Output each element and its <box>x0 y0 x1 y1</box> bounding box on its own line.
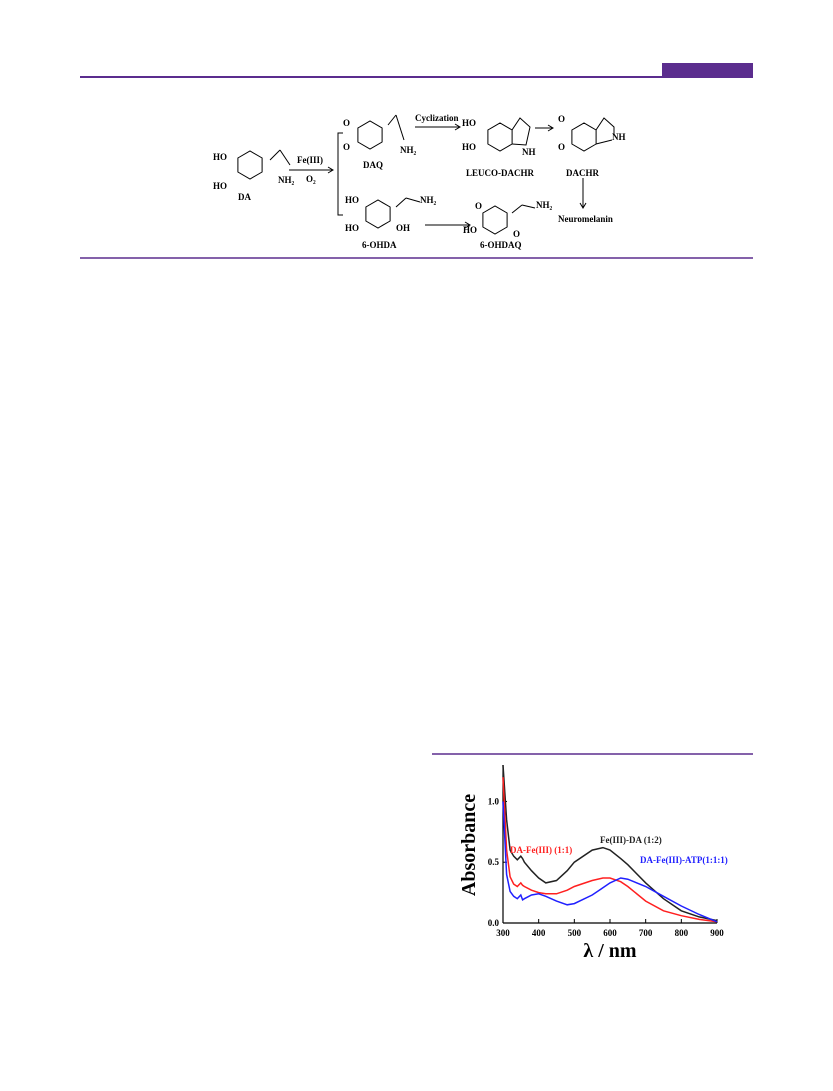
arrowhead <box>327 166 334 174</box>
ring <box>487 122 513 152</box>
bond <box>405 197 421 203</box>
arrowhead <box>454 123 461 131</box>
compound-label: LEUCO-DACHR <box>466 168 535 178</box>
y-axis-label: Absorbance <box>458 794 480 896</box>
reagent: Cyclization <box>415 113 459 123</box>
compound-label: DAQ <box>363 160 383 170</box>
atom: HO <box>213 181 227 191</box>
atom: NH₂ <box>420 195 437 205</box>
y-tick-label: 0.0 <box>488 918 500 928</box>
bond <box>395 114 405 141</box>
atom: O <box>513 229 520 239</box>
atom: O <box>558 142 565 152</box>
atom: OH <box>396 223 410 233</box>
atom: HO <box>462 118 476 128</box>
x-tick-label: 700 <box>639 928 653 938</box>
atom: O <box>475 201 482 211</box>
ring <box>357 120 383 150</box>
bond <box>387 114 397 126</box>
compound-label: 6-OHDA <box>362 240 397 250</box>
x-tick-label: 400 <box>532 928 546 938</box>
reagent: O₂ <box>306 174 316 184</box>
arrowhead <box>464 221 471 229</box>
series-label: Fe(III)-DA (1:2) <box>600 835 662 845</box>
atom: O <box>558 114 565 124</box>
series-line <box>502 801 718 923</box>
atom: O <box>343 142 350 152</box>
bond <box>521 204 536 209</box>
ring <box>482 205 508 235</box>
atom: O <box>343 118 350 128</box>
bond <box>395 197 407 208</box>
reagent: Fe(III) <box>297 155 323 165</box>
atom: HO <box>345 223 359 233</box>
compound-label: 6-OHDAQ <box>480 240 522 250</box>
ring <box>571 122 597 152</box>
bond <box>269 149 281 161</box>
atom: NH₂ <box>400 145 417 155</box>
series-label: DA-Fe(III) (1:1) <box>510 845 572 855</box>
y-tick-label: 0.5 <box>488 857 500 867</box>
chart: Absorbance λ / nm 0.0 0.5 1.0 300 400 500 600 7… <box>458 764 728 962</box>
ring <box>365 199 391 229</box>
atom: NH <box>522 147 536 157</box>
ring <box>511 117 531 146</box>
atom: HO <box>463 225 477 235</box>
atom: HO <box>213 152 227 162</box>
bond <box>511 204 523 214</box>
bond <box>279 149 291 166</box>
ring <box>595 117 615 134</box>
compound-label: DACHR <box>566 168 599 178</box>
bond <box>595 139 613 145</box>
x-tick-label: 900 <box>710 928 724 938</box>
x-axis-label: λ / nm <box>583 940 637 962</box>
atom: HO <box>345 195 359 205</box>
arrowhead <box>579 202 587 209</box>
series-line <box>502 777 718 923</box>
compound-label: DA <box>238 192 251 202</box>
atom: NH <box>612 132 626 142</box>
bracket <box>337 132 343 216</box>
ring <box>237 150 263 180</box>
x-tick-label: 300 <box>496 928 510 938</box>
product-label: Neuromelanin <box>558 214 613 224</box>
x-tick-label: 800 <box>675 928 689 938</box>
x-tick-label: 500 <box>568 928 582 938</box>
arrowhead <box>547 124 554 132</box>
scheme: HO HO NH₂ DA Fe(III) O₂ O O NH₂ DAQ Cycl… <box>213 113 626 250</box>
atom: NH₂ <box>278 175 295 185</box>
series-label: DA-Fe(III)-ATP(1:1:1) <box>640 855 728 865</box>
series-line <box>502 764 718 922</box>
y-tick-label: 1.0 <box>488 796 500 806</box>
atom: NH₂ <box>536 200 553 210</box>
atom: HO <box>462 142 476 152</box>
x-tick-label: 600 <box>603 928 617 938</box>
header-tab <box>662 63 753 77</box>
